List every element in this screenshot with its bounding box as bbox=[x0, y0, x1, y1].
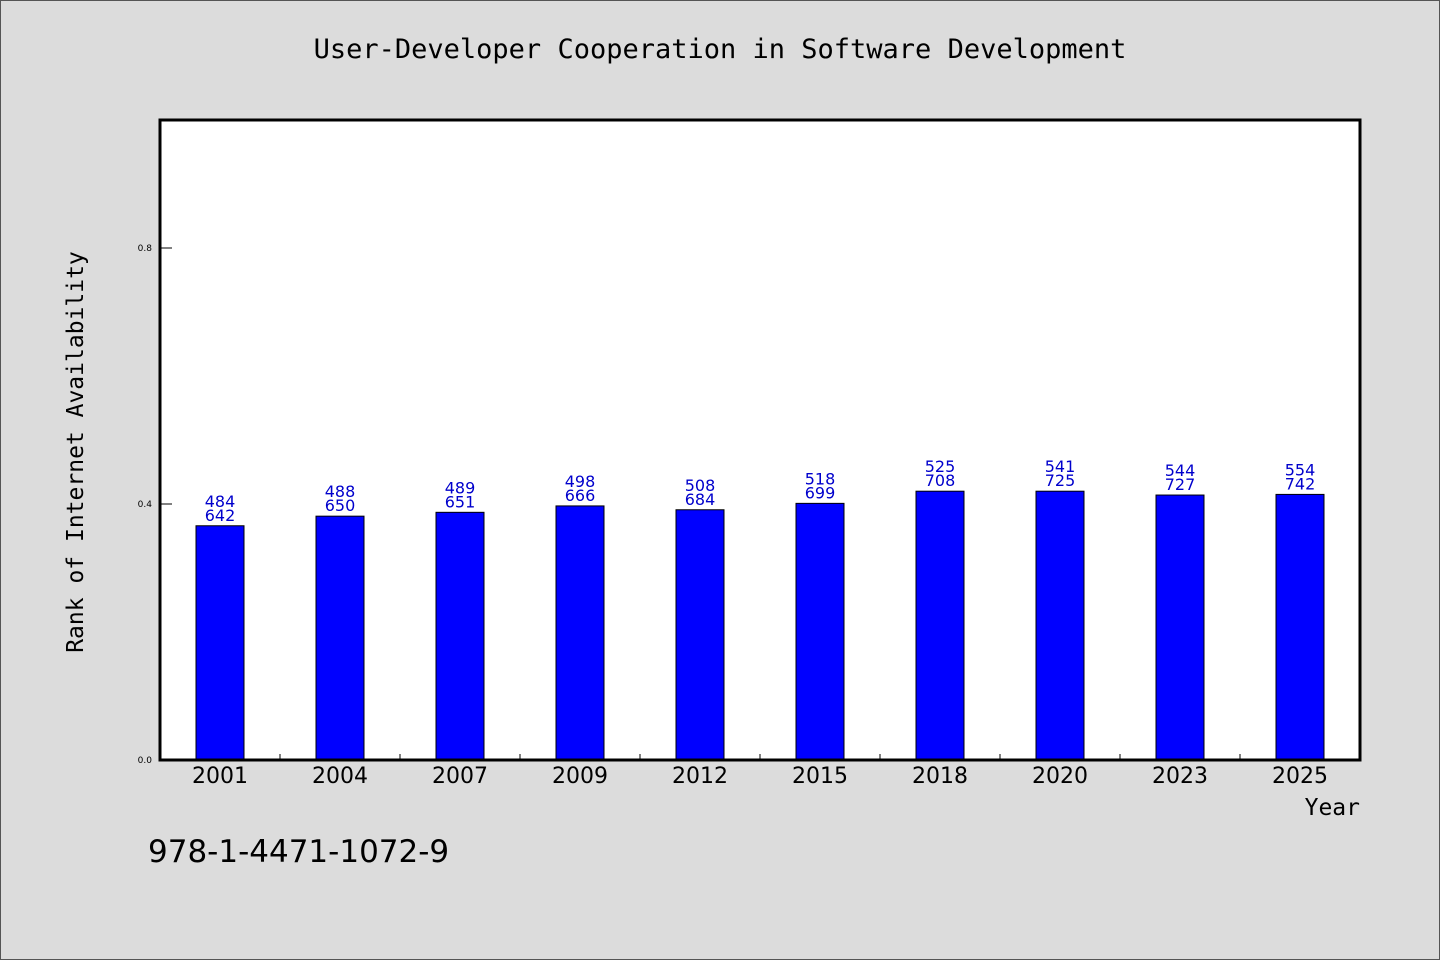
x-tick-label: 2001 bbox=[192, 764, 248, 789]
data-label-top: 541 bbox=[1045, 457, 1076, 476]
data-label-top: 484 bbox=[205, 492, 236, 511]
data-label-top: 554 bbox=[1285, 460, 1316, 479]
data-label-bottom: 684 bbox=[685, 490, 716, 509]
x-tick-label: 2023 bbox=[1152, 764, 1208, 789]
x-tick-label: 2020 bbox=[1032, 764, 1088, 789]
y-tick-label: 0.8 bbox=[138, 244, 153, 254]
x-axis-label: Year bbox=[1304, 795, 1360, 821]
data-label-top: 544 bbox=[1165, 461, 1196, 480]
x-ticks: 2001 2004 2007 2009 2012 2015 2018 2020 2023 2025 bbox=[192, 754, 1328, 789]
data-label-bottom: 727 bbox=[1165, 475, 1196, 494]
data-label-bottom: 708 bbox=[925, 471, 956, 490]
data-label-bottom: 725 bbox=[1045, 471, 1076, 490]
x-tick-label: 2009 bbox=[552, 764, 608, 789]
chart-title: User-Developer Cooperation in Software D… bbox=[313, 34, 1127, 65]
bar-2001 bbox=[195, 525, 245, 761]
bar-2018 bbox=[915, 490, 965, 761]
data-label-bottom: 666 bbox=[565, 486, 596, 505]
y-tick-label: 0.4 bbox=[138, 500, 153, 510]
x-tick-label: 2012 bbox=[672, 764, 728, 789]
x-tick-label: 2015 bbox=[792, 764, 848, 789]
data-label-bottom: 699 bbox=[805, 483, 836, 502]
plot-border bbox=[158, 118, 1362, 762]
data-label-top: 488 bbox=[325, 482, 356, 501]
bar-2020 bbox=[1035, 490, 1085, 761]
bar-2015 bbox=[795, 502, 845, 761]
x-tick-label: 2007 bbox=[432, 764, 488, 789]
data-label-top: 508 bbox=[685, 476, 716, 495]
isbn-text: 978-1-4471-1072-9 bbox=[148, 834, 450, 870]
bar-2012 bbox=[675, 509, 725, 761]
data-label-top: 518 bbox=[805, 469, 836, 488]
bar-2009 bbox=[555, 505, 605, 761]
y-tick-label: 0.0 bbox=[138, 756, 153, 766]
bar-2004 bbox=[315, 515, 365, 761]
bar-2007 bbox=[435, 511, 485, 761]
data-label-top: 525 bbox=[925, 457, 956, 476]
x-tick-label: 2018 bbox=[912, 764, 968, 789]
data-label-bottom: 651 bbox=[445, 492, 476, 511]
data-label-bottom: 650 bbox=[325, 496, 356, 515]
bar-2025 bbox=[1275, 493, 1325, 761]
x-tick-label: 2004 bbox=[312, 764, 368, 789]
bars-layer: 4846424886504896514986665086845186995257… bbox=[195, 457, 1325, 761]
data-label-bottom: 642 bbox=[205, 506, 236, 525]
x-tick-label: 2025 bbox=[1272, 764, 1328, 789]
bar-2023 bbox=[1155, 494, 1205, 761]
data-label-bottom: 742 bbox=[1285, 474, 1316, 493]
data-label-top: 498 bbox=[565, 472, 596, 491]
data-label-top: 489 bbox=[445, 478, 476, 497]
